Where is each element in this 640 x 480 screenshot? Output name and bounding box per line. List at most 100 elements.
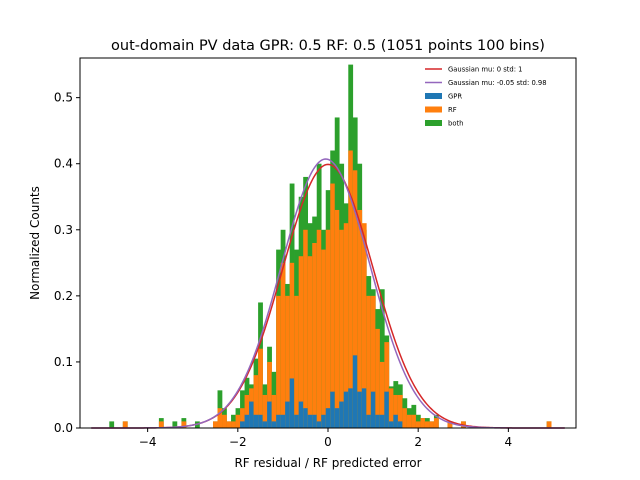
bar-rf: [226, 421, 232, 428]
bar-rf: [280, 262, 286, 428]
bar-rf: [343, 223, 349, 428]
bar-gpr: [370, 391, 376, 428]
bar-rf: [235, 414, 241, 428]
bar-gpr: [312, 414, 318, 428]
bar-gpr: [253, 414, 259, 428]
bar-rf: [276, 295, 281, 428]
bar-rf: [330, 183, 336, 428]
bar-gpr: [334, 408, 340, 428]
bar-rf: [415, 421, 421, 428]
bar-gpr: [388, 421, 394, 428]
bar-rf: [447, 421, 453, 428]
bar-rf: [262, 394, 268, 428]
bar-rf: [397, 394, 403, 428]
x-tick-label: 0: [324, 435, 332, 449]
x-tick-label: −4: [139, 435, 157, 449]
bar-rf: [213, 421, 218, 428]
bar-rf: [375, 328, 381, 428]
bar-gpr: [397, 421, 403, 428]
bar-gpr: [348, 388, 354, 428]
bar-rf: [303, 229, 309, 428]
bar-both: [172, 421, 178, 428]
bar-rf: [231, 421, 236, 428]
legend-label: Gaussian mu: 0 std: 1: [448, 66, 523, 74]
bar-rf: [366, 295, 372, 428]
plot-frame: [79, 57, 577, 429]
bar-gpr: [361, 388, 367, 428]
bar-rf: [253, 375, 259, 428]
legend-label: GPR: [448, 93, 462, 101]
bar-rf: [289, 262, 295, 428]
x-tick-label: 4: [505, 435, 513, 449]
bar-gpr: [303, 408, 309, 428]
legend-label: both: [448, 120, 463, 128]
y-axis-label: Normalized Counts: [28, 186, 42, 300]
bar-gpr: [316, 421, 322, 428]
legend: Gaussian mu: 0 std: 1 Gaussian mu: -0.05 …: [425, 66, 547, 128]
bar-rf: [334, 209, 340, 428]
histogram-bars: [109, 64, 552, 429]
bar-rf: [352, 170, 358, 428]
bar-gpr: [352, 355, 358, 428]
x-tick-label: −2: [229, 435, 247, 449]
bar-gpr: [343, 391, 349, 428]
bar-rf: [316, 229, 322, 428]
y-tick-label: 0.2: [54, 289, 73, 303]
bar-gpr: [244, 414, 250, 428]
bar-rf: [402, 408, 408, 428]
bar-gpr: [289, 378, 295, 428]
bar-gpr: [271, 421, 277, 428]
bar-gpr: [276, 414, 281, 428]
y-tick-label: 0.4: [54, 157, 73, 171]
legend-label: Gaussian mu: -0.05 std: 0.98: [448, 79, 547, 87]
bar-rf: [429, 421, 435, 428]
bar-gpr: [357, 391, 363, 428]
bar-rf: [388, 388, 394, 428]
y-tick-label: 0.1: [54, 355, 73, 369]
bar-rf: [181, 421, 187, 428]
legend-label: RF: [448, 106, 457, 114]
plot-area: [91, 64, 565, 429]
bar-rf: [298, 256, 304, 428]
bar-rf: [285, 295, 290, 428]
bar-gpr: [262, 421, 268, 428]
bar-rf: [339, 229, 345, 428]
bar-rf: [267, 361, 272, 428]
bar-both: [109, 421, 115, 428]
bar-rf: [393, 394, 399, 428]
bar-rf: [122, 421, 128, 428]
y-axis-ticks: 0.0 0.1 0.2 0.3 0.4 0.5: [54, 91, 80, 435]
bar-gpr: [325, 408, 331, 428]
legend-swatch-bar: [425, 120, 442, 126]
bar-rf: [361, 223, 367, 428]
bar-rf: [294, 295, 299, 428]
bar-rf: [406, 414, 412, 428]
bar-gpr: [258, 414, 263, 428]
bar-gpr: [375, 414, 381, 428]
bar-gpr: [294, 414, 299, 428]
bar-rf: [433, 418, 439, 428]
bar-gpr: [379, 414, 385, 428]
bar-rf: [325, 229, 331, 428]
bar-rf: [271, 394, 277, 428]
bar-gpr: [384, 391, 390, 428]
legend-swatch-bar: [425, 93, 442, 99]
bar-rf: [217, 408, 223, 428]
y-tick-label: 0.0: [54, 421, 73, 435]
legend-swatch-bar: [425, 106, 442, 113]
bar-rf: [222, 414, 227, 428]
bar-rf: [370, 295, 376, 428]
bar-gpr: [280, 414, 286, 428]
bar-rf: [240, 408, 245, 428]
y-tick-label: 0.5: [54, 91, 73, 105]
bar-gpr: [321, 414, 327, 428]
bar-gpr: [393, 414, 399, 428]
bar-gpr: [240, 421, 245, 428]
bar-rf: [546, 421, 552, 428]
bar-rf: [307, 256, 313, 428]
bar-gpr: [249, 401, 254, 428]
x-axis-ticks: −4 −2 0 2 4: [139, 428, 512, 449]
bar-rf: [258, 348, 263, 428]
bar-rf: [420, 418, 426, 428]
